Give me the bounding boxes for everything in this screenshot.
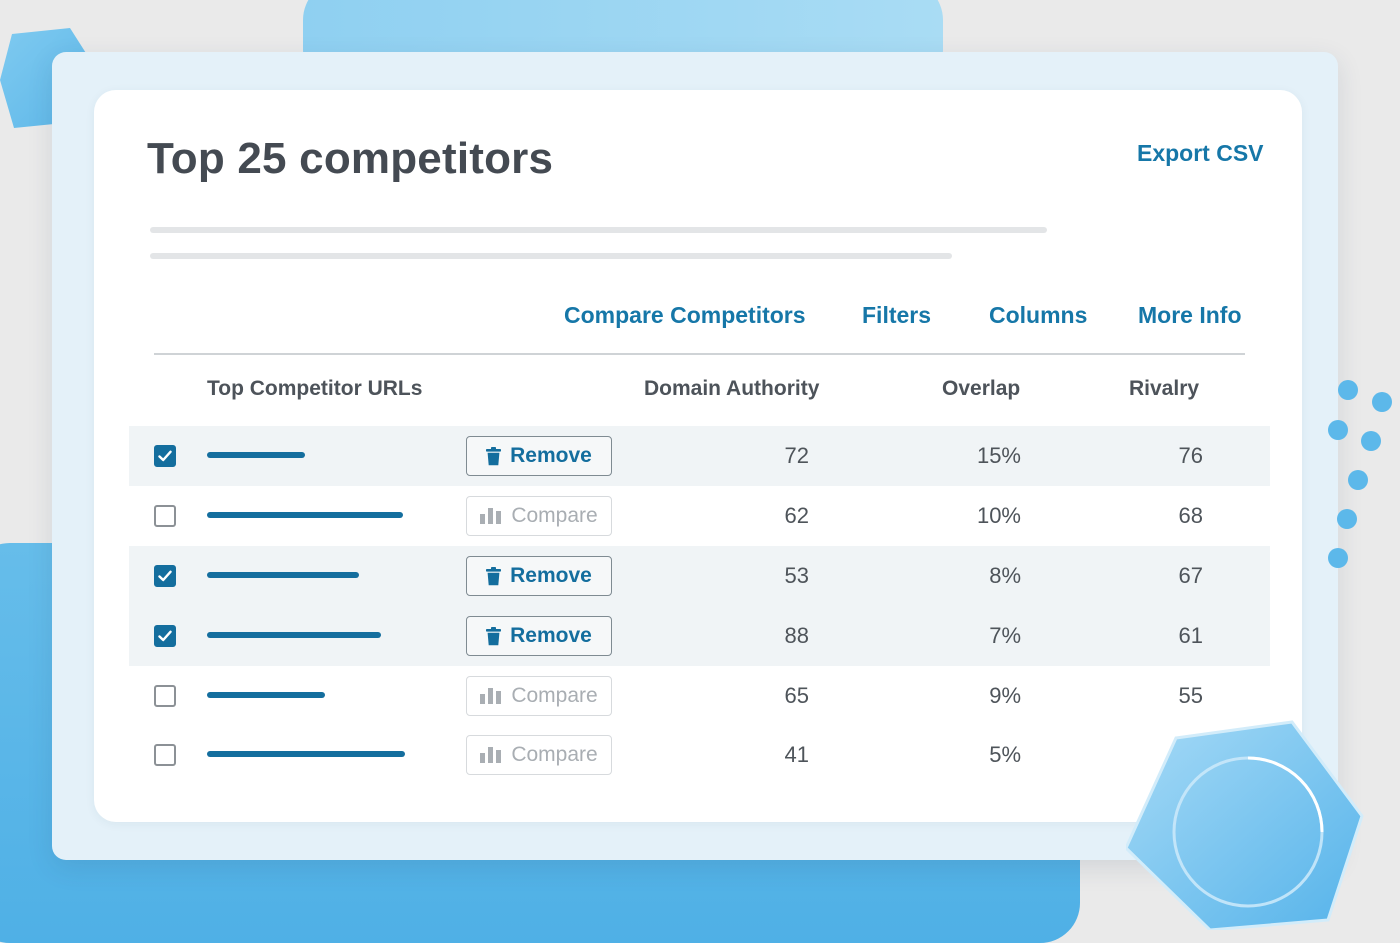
text-placeholder-line <box>150 253 952 259</box>
remove-button[interactable]: Remove <box>466 556 612 596</box>
toolbar-divider <box>154 353 1245 355</box>
row-checkbox[interactable] <box>154 625 176 647</box>
remove-button[interactable]: Remove <box>466 436 612 476</box>
rivalry-cell: 67 <box>1178 563 1203 588</box>
compare-button-label: Compare <box>511 684 598 707</box>
column-header-rivalry: Rivalry <box>1129 377 1200 400</box>
trash-icon <box>486 626 502 646</box>
table-row: Remove 72 15% 76 <box>129 426 1270 486</box>
table-row: Compare 65 9% 55 <box>129 666 1270 726</box>
url-placeholder <box>207 692 325 698</box>
domain-authority-cell: 65 <box>784 683 809 708</box>
domain-authority-cell: 41 <box>784 742 809 767</box>
domain-authority-cell: 88 <box>784 623 809 648</box>
check-icon <box>158 570 172 582</box>
table-row: Compare 62 10% 68 <box>129 486 1270 546</box>
compare-button[interactable]: Compare <box>466 735 612 775</box>
rivalry-cell: 68 <box>1178 503 1203 528</box>
url-placeholder <box>207 751 405 757</box>
row-checkbox[interactable] <box>154 685 176 707</box>
compare-button[interactable]: Compare <box>466 496 612 536</box>
table-row: Remove 53 8% 67 <box>129 546 1270 606</box>
columns-link[interactable]: Columns <box>989 302 1088 328</box>
rivalry-cell: 55 <box>1178 683 1203 708</box>
overlap-cell: 8% <box>989 563 1021 588</box>
domain-authority-cell: 72 <box>784 443 809 468</box>
filters-link[interactable]: Filters <box>862 302 932 328</box>
hexagon-badge-decoration <box>1126 720 1364 930</box>
table-row: Compare 41 5% <box>129 725 1270 785</box>
compare-competitors-link[interactable]: Compare Competitors <box>564 302 806 328</box>
domain-authority-cell: 62 <box>784 503 809 528</box>
export-csv-link[interactable]: Export CSV <box>1137 140 1264 166</box>
url-placeholder <box>207 452 305 458</box>
more-info-link[interactable]: More Info <box>1138 302 1242 328</box>
remove-button[interactable]: Remove <box>466 616 612 656</box>
row-checkbox[interactable] <box>154 445 176 467</box>
row-checkbox[interactable] <box>154 744 176 766</box>
table-row: Remove 88 7% 61 <box>129 606 1270 666</box>
column-header-domain-authority: Domain Authority <box>644 377 820 400</box>
domain-authority-cell: 53 <box>784 563 809 588</box>
remove-button-label: Remove <box>510 624 592 647</box>
remove-button-label: Remove <box>510 444 592 467</box>
trash-icon <box>486 446 502 466</box>
dots-decoration <box>1328 380 1392 568</box>
url-placeholder <box>207 512 403 518</box>
url-placeholder <box>207 572 359 578</box>
overlap-cell: 10% <box>976 503 1021 528</box>
overlap-cell: 5% <box>989 742 1021 767</box>
overlap-cell: 7% <box>989 623 1021 648</box>
row-checkbox[interactable] <box>154 565 176 587</box>
rivalry-cell: 76 <box>1178 443 1203 468</box>
overlap-cell: 15% <box>976 443 1021 468</box>
trash-icon <box>486 566 502 586</box>
text-placeholder-line <box>150 227 1047 233</box>
check-icon <box>158 630 172 642</box>
row-checkbox[interactable] <box>154 505 176 527</box>
overlap-cell: 9% <box>989 683 1021 708</box>
url-placeholder <box>207 632 381 638</box>
compare-button-label: Compare <box>511 743 598 766</box>
remove-button-label: Remove <box>510 564 592 587</box>
column-header-overlap: Overlap <box>942 377 1021 400</box>
check-icon <box>158 450 172 462</box>
bar-chart-icon <box>480 508 502 524</box>
compare-button[interactable]: Compare <box>466 676 612 716</box>
page-title: Top 25 competitors <box>147 134 554 183</box>
rivalry-cell: 61 <box>1178 623 1203 648</box>
bar-chart-icon <box>480 747 502 763</box>
bar-chart-icon <box>480 688 502 704</box>
column-header-urls: Top Competitor URLs <box>207 377 423 400</box>
compare-button-label: Compare <box>511 504 598 527</box>
